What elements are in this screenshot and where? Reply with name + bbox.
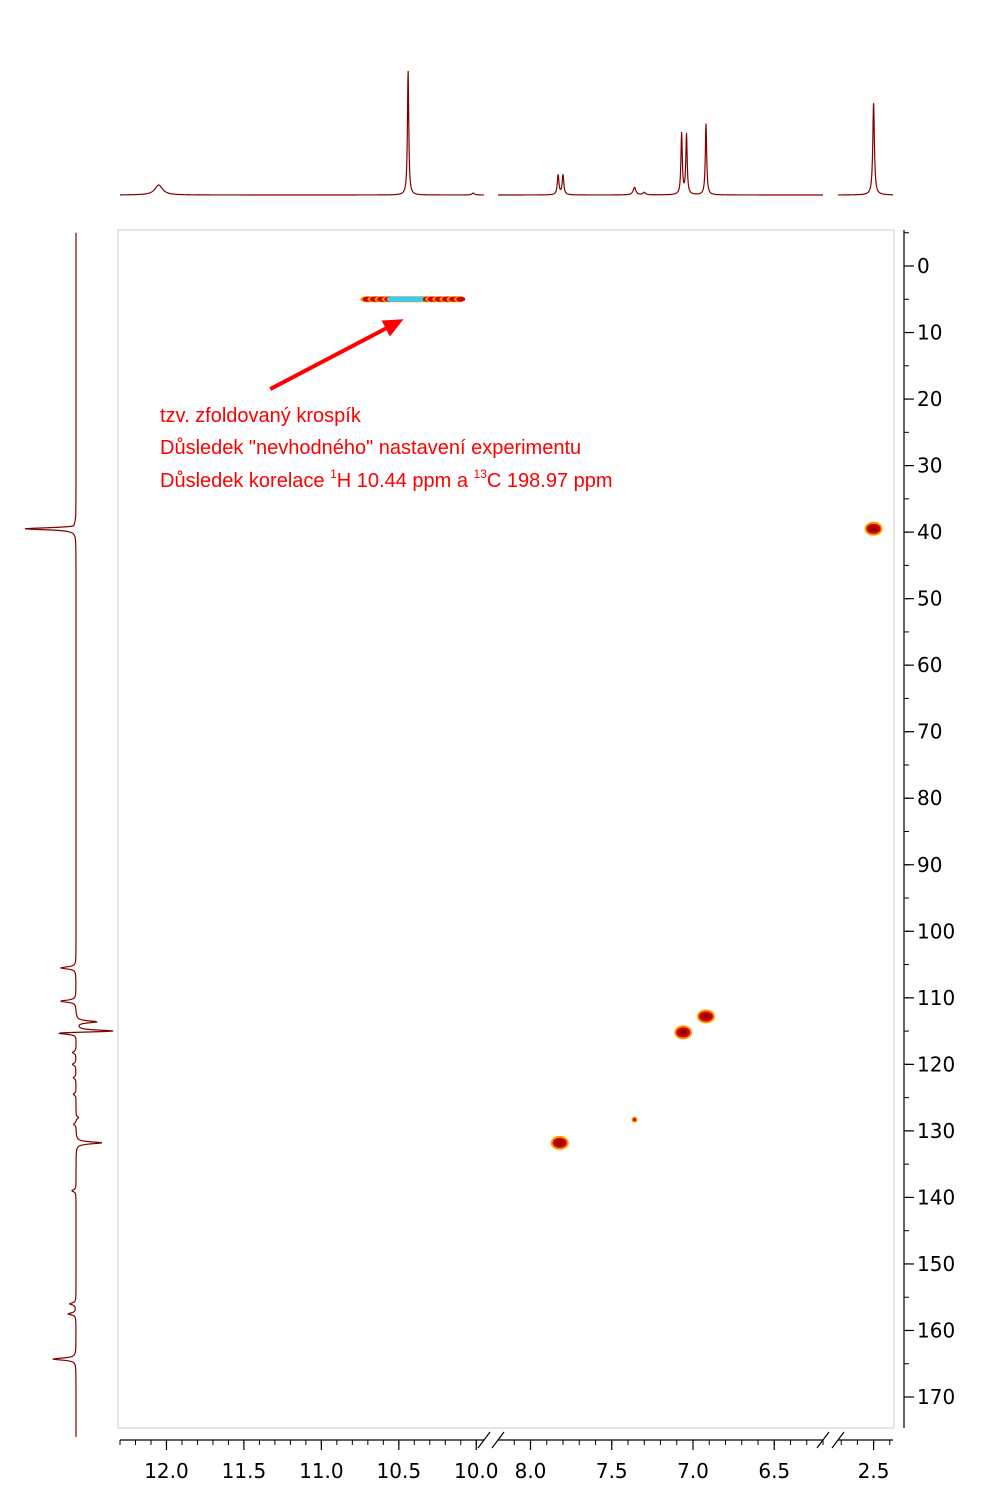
y-tick-label: 90 bbox=[917, 853, 942, 877]
axis-break-mark bbox=[477, 1431, 491, 1449]
x-tick-label: 8.0 bbox=[515, 1459, 547, 1483]
x-tick-label: 10.5 bbox=[377, 1459, 422, 1483]
y-axis-c13: 0 10 20 30 40 50 60 70 80 90 100 110 120 130 140 150 160… bbox=[903, 230, 955, 1428]
cross-peak-3 bbox=[674, 1025, 693, 1040]
h1-projection-trace-2 bbox=[498, 123, 823, 196]
x-tick-label: 6.5 bbox=[758, 1459, 790, 1483]
annotation-line-3: Důsledek korelace 1H 10.44 ppm a 13C 198… bbox=[160, 467, 613, 492]
c13-projection bbox=[24, 232, 114, 1437]
c13-projection-trace bbox=[24, 232, 114, 1437]
x-tick-label: 2.5 bbox=[858, 1459, 890, 1483]
y-tick-label: 140 bbox=[917, 1185, 955, 1209]
cross-peak-4 bbox=[697, 1009, 715, 1024]
y-tick-label: 10 bbox=[917, 321, 942, 345]
y-tick-label: 170 bbox=[917, 1385, 955, 1409]
cross-peak-center bbox=[702, 1013, 710, 1019]
y-tick-label: 50 bbox=[917, 587, 942, 611]
x-tick-label: 7.5 bbox=[596, 1459, 628, 1483]
y-tick-label: 130 bbox=[917, 1119, 955, 1143]
x-tick-label: 11.0 bbox=[299, 1459, 344, 1483]
x-tick-label: 7.0 bbox=[677, 1459, 709, 1483]
x-tick-label: 12.0 bbox=[144, 1459, 189, 1483]
y-tick-label: 100 bbox=[917, 919, 955, 943]
cross-peaks bbox=[360, 296, 883, 1150]
cross-peak-center bbox=[679, 1029, 687, 1035]
x-tick-label: 10.0 bbox=[454, 1459, 499, 1483]
y-tick-label: 60 bbox=[917, 653, 942, 677]
folded-peak-dot bbox=[456, 296, 466, 302]
x-tick-label: 11.5 bbox=[222, 1459, 267, 1483]
y-tick-label: 70 bbox=[917, 720, 942, 744]
axis-break-mark bbox=[491, 1431, 505, 1449]
y-tick-label: 160 bbox=[917, 1318, 955, 1342]
y-tick-label: 120 bbox=[917, 1052, 955, 1076]
annotation-line-1: tzv. zfoldovaný krospík bbox=[160, 405, 362, 427]
y-tick-label: 20 bbox=[917, 387, 942, 411]
annotation-arrow-head bbox=[381, 319, 404, 337]
cross-peak-core bbox=[633, 1118, 636, 1122]
plot-frame bbox=[117, 229, 895, 1429]
folded-cross-peak bbox=[360, 296, 466, 303]
annotation-arrow-shaft bbox=[269, 326, 387, 391]
y-tick-label: 80 bbox=[917, 786, 942, 810]
cross-peak-2 bbox=[864, 521, 883, 536]
annotation-line-2: Důsledek "nevhodného" nastavení experime… bbox=[160, 437, 581, 459]
y-tick-label: 40 bbox=[917, 520, 942, 544]
cross-peak-center bbox=[870, 526, 878, 532]
cross-peak-5 bbox=[550, 1135, 569, 1150]
cross-peak-6 bbox=[631, 1116, 638, 1123]
h1-projection-trace-3 bbox=[838, 102, 893, 196]
x-axis-h1: 12.0 11.5 11.0 10.5 10.0 8.0 7.5 7.0 6.5 2.5 bbox=[119, 1431, 893, 1483]
y-tick-label: 150 bbox=[917, 1252, 955, 1276]
y-tick-label: 110 bbox=[917, 986, 955, 1010]
h1-projection-trace-1 bbox=[119, 70, 485, 196]
folded-peak-annotation: tzv. zfoldovaný krospík Důsledek "nevhod… bbox=[160, 319, 613, 492]
axis-break-mark bbox=[831, 1431, 845, 1449]
y-tick-label: 0 bbox=[917, 254, 930, 278]
cross-peak-center bbox=[556, 1140, 564, 1146]
y-tick-label: 30 bbox=[917, 454, 942, 478]
axis-break-mark bbox=[816, 1431, 830, 1449]
h1-projection bbox=[119, 70, 893, 196]
